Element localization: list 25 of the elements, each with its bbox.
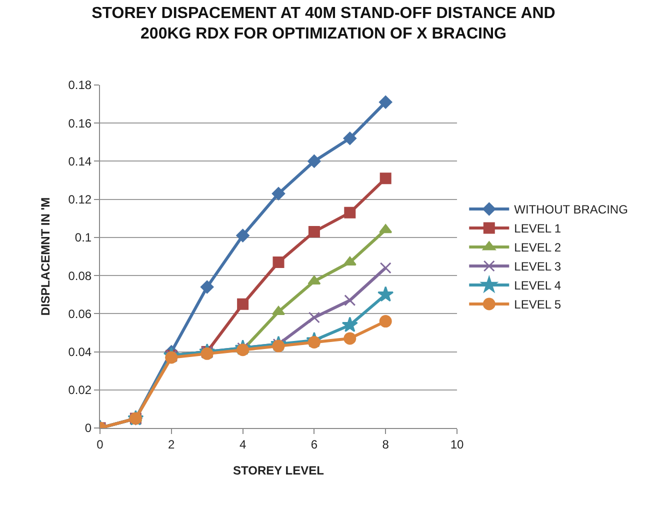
y-tick-label: 0.16: [68, 116, 92, 130]
y-tick-label: 0.08: [68, 268, 92, 283]
legend-label: WITHOUT BRACING: [514, 202, 628, 217]
y-tick-label: 0.02: [68, 383, 92, 398]
x-tick-label: 4: [239, 437, 246, 452]
x-tick-label: 2: [168, 437, 176, 452]
legend-label: LEVEL 5: [514, 298, 562, 312]
chart-title: STOREY DISPACEMENT AT 40M STAND-OFF DISTANCE AND 200KG RDX FOR OPTIMIZATION OF X BRACING: [92, 4, 556, 43]
legend-label: LEVEL 4: [514, 278, 562, 293]
legend-label: LEVEL 2: [514, 240, 562, 255]
y-tick-label: 0.12: [68, 192, 92, 207]
x-tick-label: 8: [382, 437, 390, 452]
x-tick-label: 6: [310, 437, 318, 452]
legend-label: LEVEL 1: [514, 222, 562, 236]
x-tick-label: 10: [450, 437, 464, 452]
legend-label: LEVEL 3: [514, 260, 562, 274]
x-tick-label: 0: [96, 437, 104, 452]
y-tick-label: 0.06: [68, 306, 92, 321]
x-axis-title: STOREY LEVEL: [233, 463, 324, 478]
y-axis-title: DISPLACEMNT IN 'M: [38, 197, 53, 316]
y-tick-label: 0.04: [68, 344, 92, 359]
y-tick-label: 0.14: [68, 154, 92, 168]
y-tick-label: 0.1: [74, 230, 92, 245]
y-tick-label: 0: [84, 421, 92, 436]
y-tick-label: 0.18: [68, 78, 92, 92]
